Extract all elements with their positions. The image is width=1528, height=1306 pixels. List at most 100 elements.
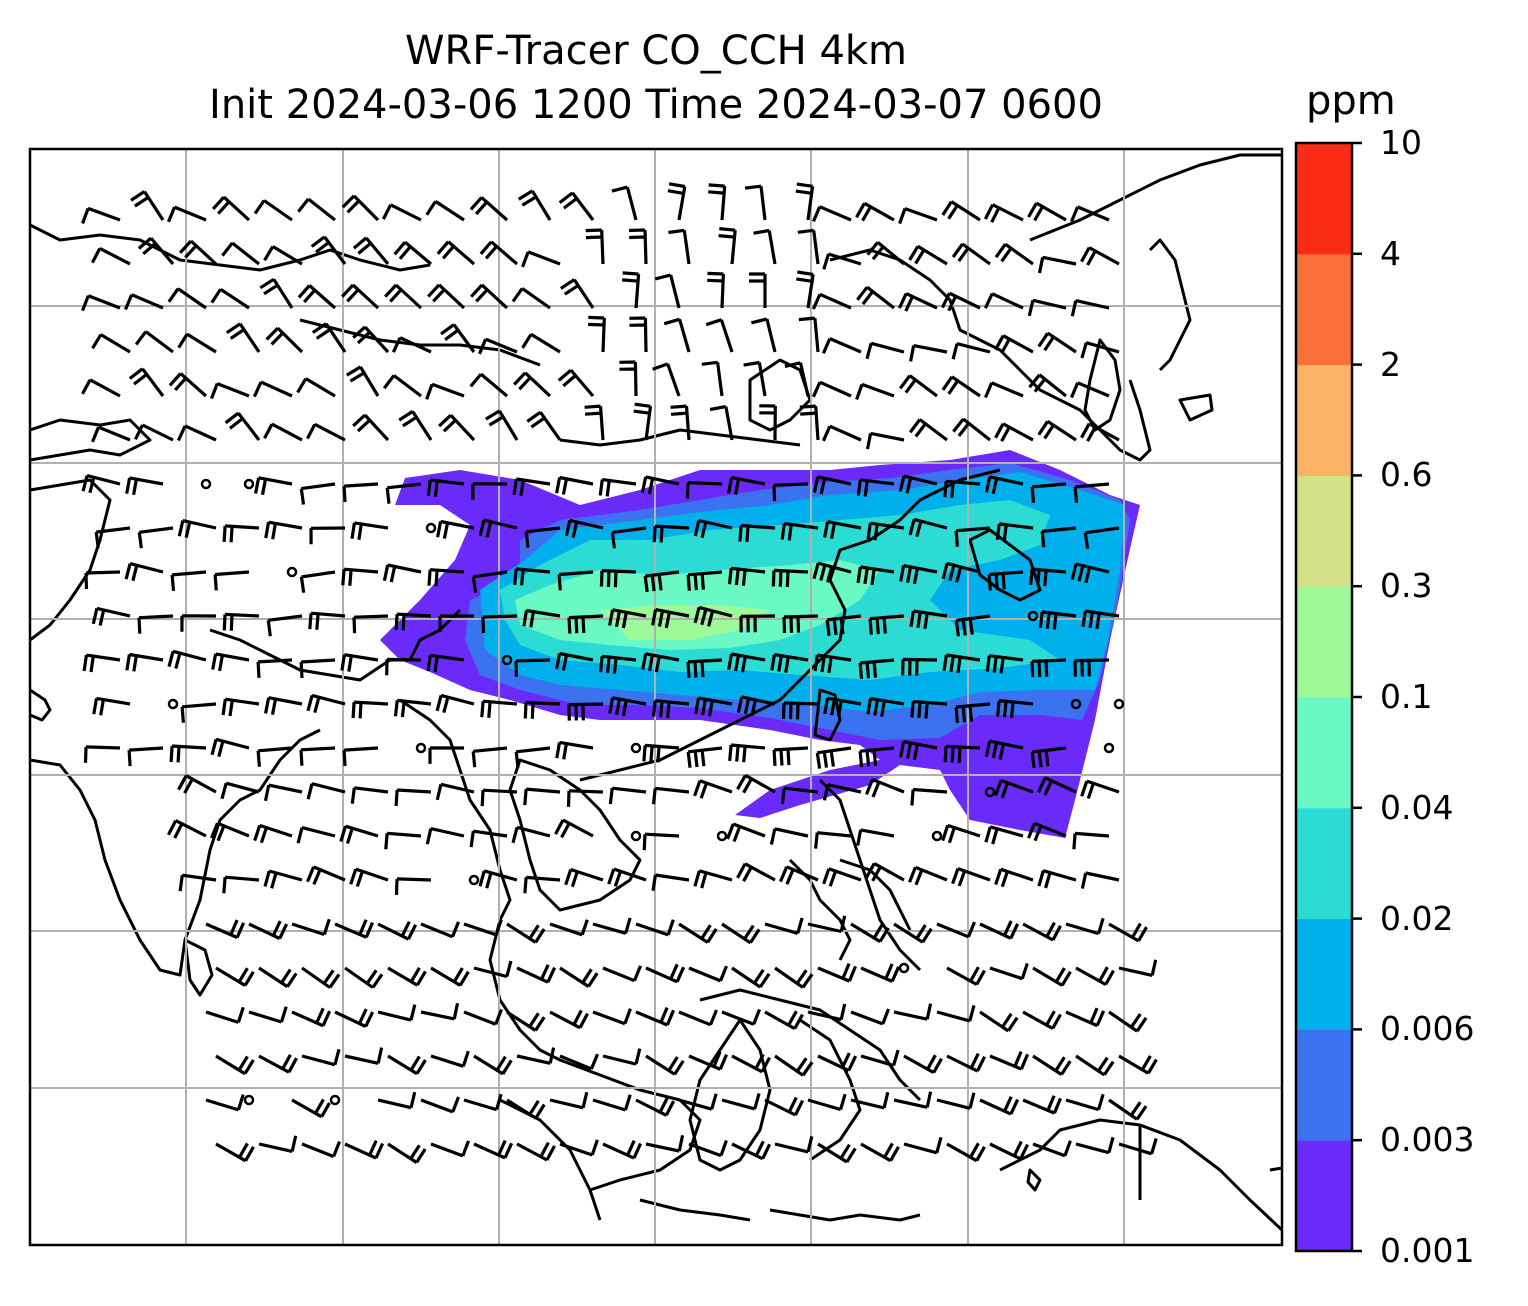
wind-barb	[1028, 373, 1067, 398]
wind-barb	[651, 608, 690, 629]
wind-barb	[1108, 1098, 1148, 1121]
wind-barb	[855, 382, 895, 400]
colorbar	[1296, 143, 1352, 1252]
wind-barb	[471, 570, 508, 593]
wind-barb	[306, 865, 346, 886]
wind-barb	[506, 1010, 546, 1032]
wind-barb	[506, 1098, 546, 1120]
wind-barb	[259, 277, 294, 309]
wind-barb	[893, 1091, 933, 1109]
colorbar-tick-label: 0.003	[1380, 1120, 1475, 1160]
wind-barb	[611, 185, 638, 221]
wind-barb	[908, 418, 948, 442]
wind-barb	[994, 422, 1034, 442]
wind-barb	[1030, 482, 1067, 503]
calm-wind-marker	[898, 962, 910, 974]
wind-barb	[517, 189, 552, 221]
calm-wind-marker	[286, 566, 298, 578]
wind-barb	[438, 414, 476, 442]
wind-barb	[258, 1054, 298, 1074]
wind-barb	[1022, 921, 1062, 942]
wind-barb	[764, 1096, 805, 1117]
wind-barb	[350, 521, 389, 541]
wind-barb	[558, 191, 595, 221]
wind-barb	[813, 653, 852, 674]
wind-barb	[727, 566, 766, 586]
colorbar-swatch	[1296, 364, 1352, 476]
wind-barb	[166, 819, 207, 839]
wind-barb	[469, 829, 508, 848]
wind-barb	[608, 608, 647, 629]
wind-barb	[393, 698, 432, 718]
wind-barb	[344, 966, 384, 989]
wind-barb	[516, 964, 557, 984]
wind-barb	[608, 696, 647, 717]
wind-barb	[377, 1091, 417, 1110]
wind-barb	[708, 183, 727, 221]
wind-barb	[670, 404, 691, 441]
wind-barb	[426, 478, 465, 497]
wind-barb	[678, 1009, 718, 1027]
wind-barb	[463, 1093, 503, 1112]
wind-barb	[382, 374, 422, 398]
calm-wind-marker	[1027, 610, 1039, 622]
wind-barb	[137, 236, 175, 266]
wind-barb	[743, 360, 767, 397]
wind-barb	[352, 236, 390, 266]
wind-barb	[436, 519, 475, 539]
wind-barb	[549, 919, 589, 937]
wind-barb	[263, 422, 303, 442]
wind-barb	[721, 1093, 761, 1111]
wind-barb	[781, 701, 819, 720]
wind-barb	[865, 778, 905, 798]
wind-barb	[176, 424, 217, 442]
colorbar-tick-label: 0.02	[1380, 898, 1454, 938]
wind-barb	[522, 608, 561, 628]
wind-barb	[850, 922, 890, 943]
wind-barb	[473, 1054, 513, 1076]
wind-barb	[860, 1142, 900, 1163]
wind-barb	[651, 786, 690, 805]
wind-barb	[128, 367, 165, 397]
wind-barb	[310, 235, 347, 265]
wind-barb	[1080, 779, 1120, 800]
wind-barb	[807, 915, 847, 934]
wind-barb	[1073, 658, 1110, 677]
wind-barb	[167, 205, 207, 223]
wind-barb	[167, 649, 207, 669]
wind-barb	[940, 291, 981, 312]
wind-barb	[387, 1142, 427, 1164]
wind-barb	[811, 292, 852, 310]
wind-barb	[564, 518, 604, 538]
colorbar-swatch	[1296, 586, 1352, 698]
wind-barb	[1022, 1095, 1062, 1115]
wind-barb	[941, 200, 981, 222]
wind-barb	[799, 404, 820, 441]
wind-barb	[898, 374, 938, 398]
wind-barb	[526, 410, 562, 441]
wind-barb	[718, 227, 737, 265]
calm-wind-marker	[243, 1094, 255, 1106]
wind-barb	[1022, 1010, 1062, 1030]
wind-barb	[339, 824, 379, 844]
wind-barb	[865, 431, 905, 450]
wind-barb	[1037, 869, 1077, 889]
wind-barb	[1037, 255, 1077, 274]
wind-barb	[480, 788, 518, 807]
wind-barb	[221, 697, 260, 717]
wind-barb	[306, 693, 346, 714]
wind-barb	[1027, 201, 1067, 222]
wind-barb	[342, 482, 379, 503]
wind-barb	[727, 652, 766, 673]
wind-barb	[954, 526, 991, 547]
wind-barb	[296, 377, 336, 398]
colorbar-tick-label: 4	[1380, 233, 1401, 273]
wind-barb	[177, 332, 217, 354]
wind-barb	[167, 287, 207, 310]
wind-barb	[559, 966, 599, 988]
wind-barb	[736, 695, 776, 716]
calm-wind-marker	[167, 698, 179, 710]
wind-barb	[92, 696, 131, 716]
wind-barb	[753, 228, 777, 265]
wind-barb	[909, 609, 948, 630]
